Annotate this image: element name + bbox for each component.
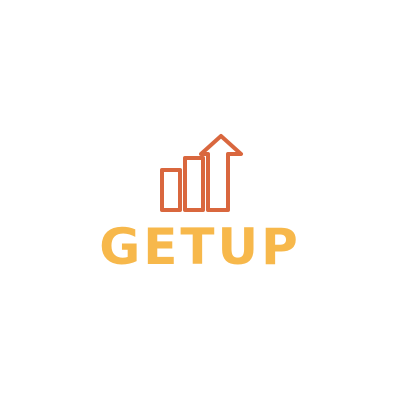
growth-chart-arrow-icon	[160, 134, 243, 212]
brand-wordmark: GETUP	[99, 218, 301, 276]
medium-bar-icon	[183, 156, 205, 212]
short-bar-icon	[160, 168, 182, 212]
arrow-bar-icon	[199, 134, 243, 212]
